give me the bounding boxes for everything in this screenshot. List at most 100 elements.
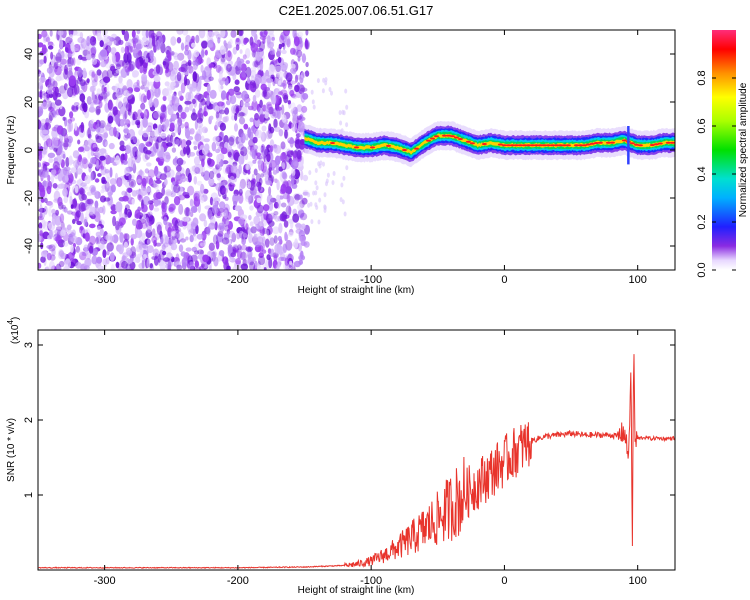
noise-blob — [255, 89, 261, 98]
noise-blob — [203, 170, 211, 181]
x-tick-label: -100 — [360, 575, 382, 587]
noise-blob — [273, 254, 278, 262]
noise-blob — [175, 260, 182, 269]
noise-blob — [126, 187, 133, 193]
noise-blob — [84, 140, 92, 151]
noise-blob — [290, 80, 296, 85]
noise-blob — [105, 90, 111, 97]
noise-blob — [38, 207, 46, 213]
noise-blob — [268, 257, 273, 269]
noise-blob — [130, 160, 136, 170]
noise-blob — [241, 69, 247, 78]
noise-blob — [249, 205, 254, 211]
noise-blob — [90, 119, 95, 125]
noise-blob — [45, 265, 50, 270]
noise-blob — [155, 64, 161, 74]
noise-blob — [70, 232, 75, 237]
noise-blob — [45, 36, 51, 43]
noise-blob — [96, 256, 103, 264]
noise-blob — [123, 233, 128, 240]
noise-blob — [260, 213, 264, 223]
noise-blob — [272, 170, 278, 175]
noise-blob — [201, 158, 205, 168]
noise-blob — [222, 164, 230, 175]
noise-blob — [332, 171, 336, 176]
noise-blob — [292, 30, 297, 39]
noise-blob — [48, 206, 52, 217]
noise-blob — [323, 192, 327, 198]
noise-blob — [199, 213, 207, 222]
noise-blob — [140, 112, 144, 117]
noise-blob — [173, 55, 180, 61]
noise-blob — [228, 136, 235, 146]
trace-core — [621, 139, 627, 142]
noise-blob — [252, 256, 256, 263]
noise-blob — [341, 109, 345, 115]
trace-core — [457, 138, 463, 140]
noise-blob — [200, 183, 205, 194]
noise-blob — [201, 40, 208, 49]
trace-core — [525, 144, 531, 147]
noise-blob — [184, 44, 189, 52]
noise-blob — [63, 196, 69, 204]
noise-blob — [131, 147, 138, 152]
noise-blob — [217, 230, 224, 237]
noise-blob — [294, 194, 301, 201]
noise-blob — [265, 180, 272, 186]
snr-scale-exponent: 4 — [6, 320, 15, 325]
noise-blob — [286, 38, 291, 48]
noise-blob — [86, 78, 90, 84]
noise-blob — [83, 265, 90, 270]
noise-blob — [95, 190, 99, 199]
noise-blob — [273, 235, 278, 244]
noise-blob — [140, 93, 147, 104]
noise-blob — [238, 217, 245, 226]
noise-blob — [141, 175, 149, 185]
noise-blob — [244, 101, 250, 108]
noise-blob — [73, 160, 80, 169]
noise-blob — [236, 250, 243, 259]
noise-blob — [140, 85, 145, 90]
noise-blob — [284, 257, 289, 266]
noise-blob — [120, 46, 125, 53]
noise-blob — [70, 41, 75, 53]
noise-blob — [219, 109, 226, 115]
noise-blob — [78, 202, 86, 212]
noise-blob — [296, 149, 302, 160]
noise-blob — [151, 40, 159, 48]
noise-blob — [290, 67, 297, 74]
noise-blob — [41, 44, 47, 55]
noise-blob — [100, 60, 107, 68]
noise-blob — [118, 39, 124, 46]
noise-blob — [38, 222, 43, 230]
noise-blob — [247, 169, 251, 175]
noise-blob — [224, 107, 230, 115]
noise-blob — [278, 129, 284, 137]
noise-blob — [185, 167, 191, 178]
noise-blob — [136, 150, 141, 157]
x-tick-label: -300 — [94, 575, 116, 587]
noise-blob — [58, 72, 65, 81]
noise-blob — [67, 87, 74, 98]
noise-blob — [141, 73, 148, 82]
noise-blob — [104, 152, 108, 159]
noise-blob — [261, 125, 267, 132]
noise-blob — [138, 195, 143, 202]
noise-blob — [95, 123, 101, 134]
noise-blob — [58, 260, 65, 268]
noise-blob — [266, 228, 271, 236]
trace-core — [629, 142, 635, 145]
noise-blob — [294, 74, 299, 83]
noise-blob — [204, 49, 208, 56]
svg-text:(x104): (x104) — [6, 317, 21, 344]
noise-blob — [256, 204, 264, 214]
trace-core — [545, 144, 551, 147]
noise-blob — [164, 235, 170, 245]
noise-blob — [176, 37, 182, 44]
noise-blob — [38, 168, 42, 176]
noise-blob — [67, 138, 72, 148]
noise-blob — [301, 53, 306, 64]
noise-blob — [79, 32, 84, 39]
noise-blob — [64, 258, 72, 269]
noise-blob — [220, 147, 228, 155]
